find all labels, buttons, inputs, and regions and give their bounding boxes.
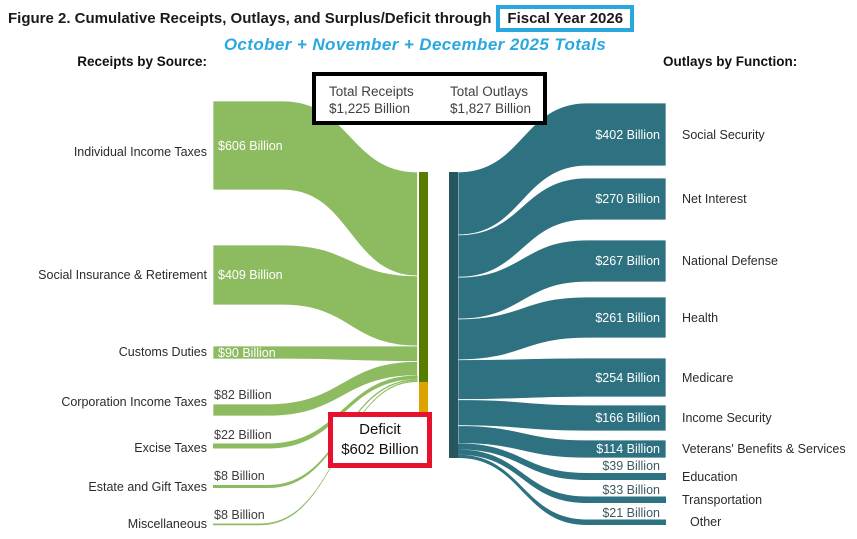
outlays-value-education: $39 Billion	[602, 459, 660, 473]
total-outlays-label: Total Outlays	[450, 84, 529, 99]
outlays-value-national-defense: $267 Billion	[595, 254, 660, 268]
figure-title: Figure 2. Cumulative Receipts, Outlays, …	[8, 2, 635, 34]
outlays-label-net-interest: Net Interest	[682, 192, 747, 206]
total-outlays: Total Outlays $1,827 Billion	[450, 83, 531, 117]
totals-box: Total Receipts $1,225 Billion Total Outl…	[312, 72, 547, 125]
receipts-label-individual-income-taxes: Individual Income Taxes	[73, 145, 207, 159]
outlays-value-other: $21 Billion	[602, 505, 660, 520]
outlays-label-health: Health	[682, 310, 719, 325]
receipts-value-customs-duties: $90 Billion	[218, 345, 276, 360]
total-outlays-value: $1,827 Billion	[450, 101, 532, 116]
receipts-value-miscellaneous: $8 Billion	[214, 507, 265, 522]
flow-excise-taxes	[213, 375, 418, 449]
total-receipts-value: $1,225 Billion	[329, 101, 411, 116]
outlays-label-national-defense: National Defense	[682, 254, 778, 268]
outlays-label-income-security: Income Security	[682, 411, 772, 425]
receipts-value-estate-and-gift-taxes: $8 Billion	[214, 469, 265, 483]
flow-education	[458, 443, 666, 480]
flow-national-defense	[457, 239, 667, 320]
receipts-label-estate-and-gift-taxes: Estate and Gift Taxes	[88, 480, 207, 494]
receipts-value-corporation-income-taxes: $82 Billion	[214, 388, 272, 402]
total-receipts: Total Receipts $1,225 Billion	[329, 83, 414, 117]
outlays-label-social-security: Social Security	[682, 127, 765, 142]
outlays-value-income-security: $166 Billion	[595, 411, 660, 425]
flow-transportation	[458, 449, 666, 503]
period-subtitle: October + November + December 2025 Total…	[223, 35, 607, 54]
outlays-value-social-security: $402 Billion	[595, 127, 660, 142]
outlays-value-net-interest: $270 Billion	[595, 192, 660, 206]
receipts-value-social-insurance-retirement: $409 Billion	[218, 268, 283, 282]
flow-health	[457, 296, 667, 361]
outlays-value-transportation: $33 Billion	[602, 482, 660, 497]
deficit-callout-box: Deficit $602 Billion	[328, 412, 432, 468]
outlays-value-veterans-benefits-services: $114 Billion	[596, 442, 660, 456]
outlays-label-other: Other	[690, 515, 722, 530]
receipts-value-individual-income-taxes: $606 Billion	[218, 138, 283, 153]
receipts-label-customs-duties: Customs Duties	[118, 345, 207, 359]
receipts-section-header: Receipts by Source:	[77, 54, 207, 69]
figure-title-text: Figure 2. Cumulative Receipts, Outlays, …	[8, 9, 492, 27]
receipts-label-excise-taxes: Excise Taxes	[134, 441, 207, 455]
outlays-label-veterans-benefits-services: Veterans' Benefits & Services	[682, 442, 846, 456]
flow-social-security	[457, 102, 667, 236]
fiscal-year-highlight-box: Fiscal Year 2026	[496, 4, 635, 32]
flow-net-interest	[457, 177, 667, 278]
outlays-label-medicare: Medicare	[682, 370, 734, 385]
flow-veterans-benefits-services	[457, 425, 667, 459]
receipts-label-social-insurance-retirement: Social Insurance & Retirement	[38, 268, 207, 282]
deficit-value: $602 Billion	[341, 441, 419, 458]
flow-medicare	[457, 357, 667, 400]
outlays-value-medicare: $254 Billion	[595, 370, 660, 385]
flow-estate-and-gift-taxes	[213, 379, 418, 488]
outlays-value-health: $261 Billion	[595, 310, 660, 325]
fiscal-year-text: Fiscal Year 2026	[507, 9, 624, 27]
receipts-label-miscellaneous: Miscellaneous	[127, 517, 207, 531]
flow-income-security	[457, 399, 667, 432]
outlays-label-transportation: Transportation	[682, 492, 763, 507]
deficit-label: Deficit	[359, 421, 401, 438]
receipts-label-corporation-income-taxes: Corporation Income Taxes	[61, 395, 207, 409]
receipts-value-excise-taxes: $22 Billion	[214, 427, 272, 442]
total-receipts-label: Total Receipts	[329, 84, 414, 99]
outlays-section-header: Outlays by Function:	[663, 54, 798, 69]
total-outlays-bar	[449, 172, 458, 458]
total-receipts-bar	[419, 172, 428, 382]
outlays-label-education: Education	[682, 469, 738, 484]
